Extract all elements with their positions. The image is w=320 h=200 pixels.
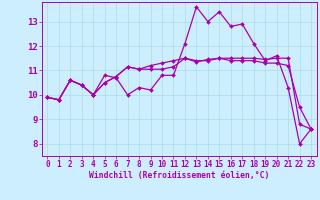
X-axis label: Windchill (Refroidissement éolien,°C): Windchill (Refroidissement éolien,°C) (89, 171, 269, 180)
